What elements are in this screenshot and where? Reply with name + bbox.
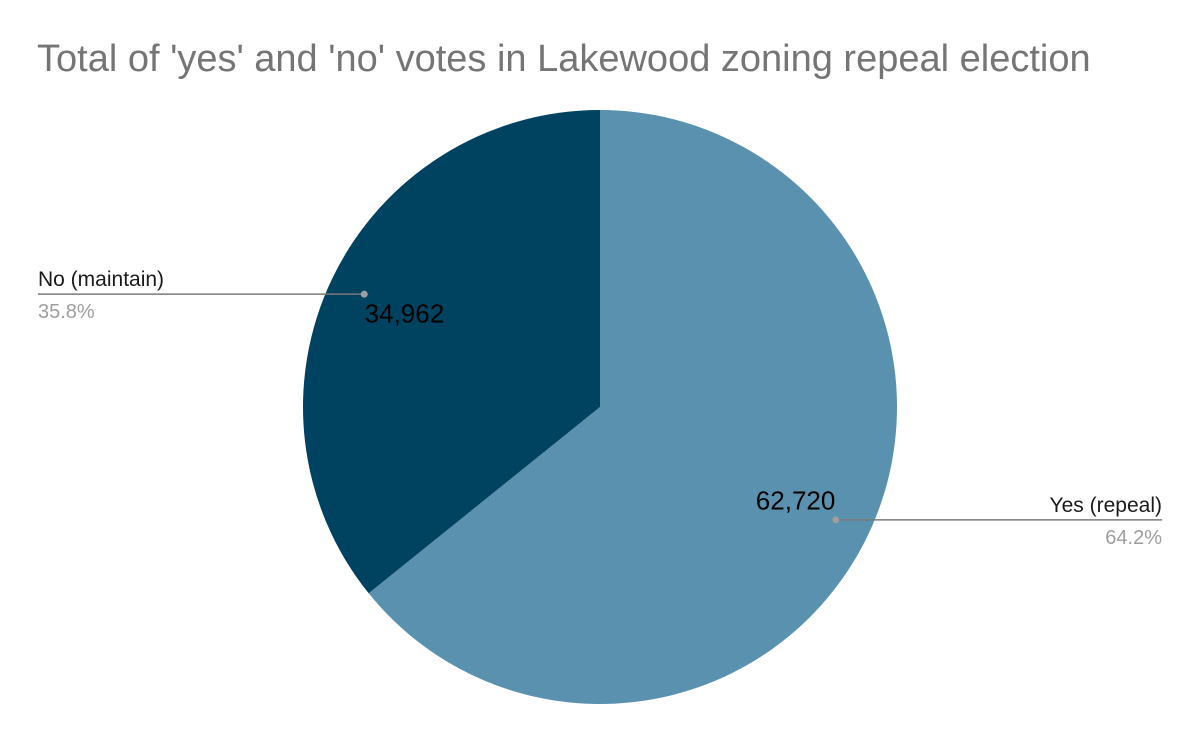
callout-percent-yes-repeal: 64.2% (1105, 527, 1162, 549)
callout-label-no-maintain: No (maintain) (38, 268, 164, 291)
slice-value-label-yes-repeal: 62,720 (756, 486, 836, 516)
pie-slice-yes-repeal (368, 110, 897, 704)
pie-labels: 62,720 Yes (repeal) 64.2% 34,962 No (maintai… (38, 268, 1162, 549)
slice-value-label-no-maintain: 34,962 (365, 298, 445, 328)
chart-title: Total of 'yes' and 'no' votes in Lakewoo… (37, 38, 1091, 80)
pie-slices (302, 110, 897, 704)
callout-label-yes-repeal: Yes (repeal) (1050, 494, 1162, 517)
pie-slice-no-maintain (302, 110, 600, 594)
callout-percent-no-maintain: 35.8% (38, 301, 95, 323)
callout-dot-yes-repeal (832, 516, 840, 524)
callout-dot-no-maintain (360, 290, 368, 298)
